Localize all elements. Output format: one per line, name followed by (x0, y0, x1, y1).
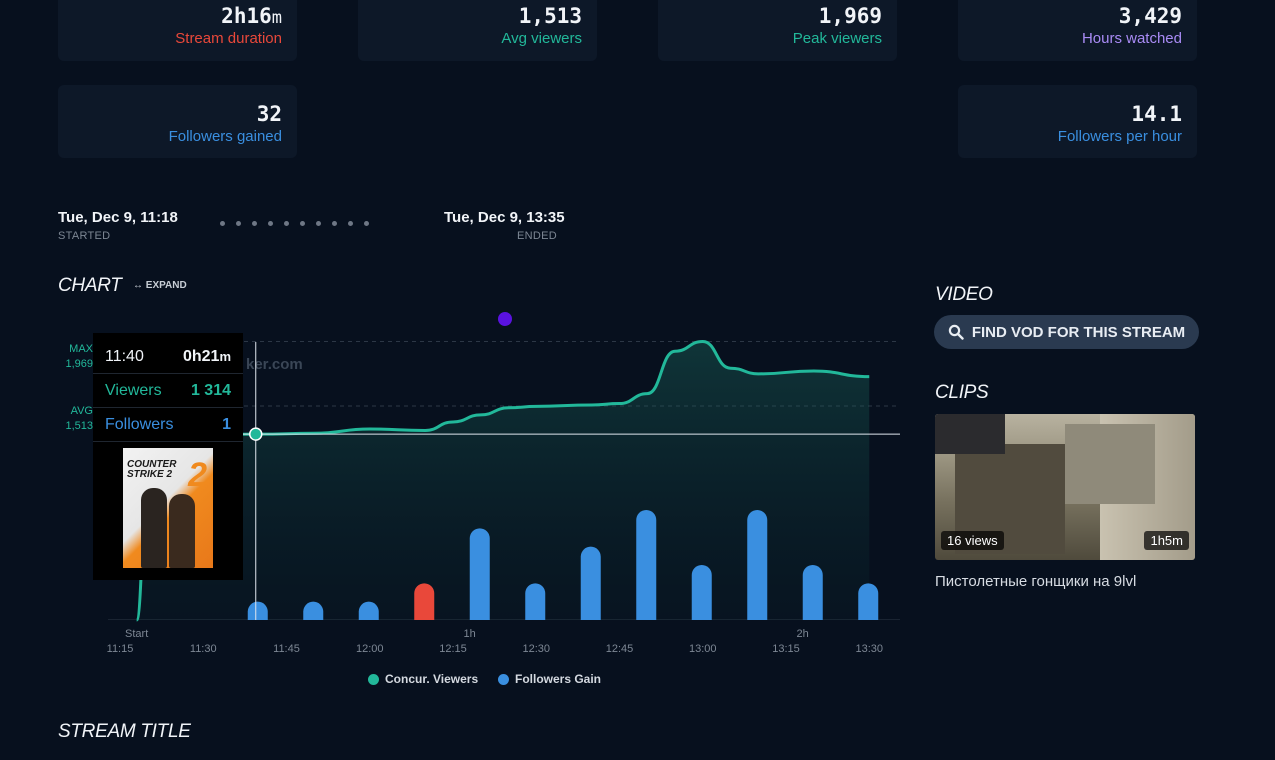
tooltip-followers-label: Followers (105, 416, 174, 433)
avg-label: AVG (71, 405, 93, 417)
tooltip-viewers-value: 1 314 (190, 382, 231, 399)
followers-bar (747, 510, 768, 630)
clip-duration-badge: 1h5m (1144, 531, 1189, 550)
stat-value: 14.1 (1131, 102, 1182, 126)
stat-card-peak-viewers: 1,969 Peak viewers (658, 0, 897, 61)
search-icon (948, 324, 964, 340)
legend-viewers[interactable]: Concur. Viewers (368, 672, 478, 686)
elapsed-tick-label: 2h (797, 628, 809, 640)
stat-label: Peak viewers (792, 30, 882, 47)
expand-button[interactable]: ↔ EXPAND (133, 280, 187, 291)
elapsed-tick-label: 1h (464, 628, 476, 640)
stat-label: Followers per hour (1057, 128, 1182, 145)
stat-card-followers-per-hour: 14.1 Followers per hour (958, 85, 1197, 158)
timeline-dots (220, 221, 369, 226)
x-tick-label: 12:30 (522, 643, 550, 655)
clip-views-badge: 16 views (941, 531, 1004, 550)
stat-label: Followers gained (168, 128, 282, 145)
clips-title: CLIPS (935, 382, 989, 403)
stat-card-avg-viewers: 1,513 Avg viewers (358, 0, 597, 61)
x-tick-label: 12:45 (606, 643, 634, 655)
loading-dot (498, 312, 512, 326)
x-tick-label: 11:30 (190, 643, 217, 655)
stat-card-followers-gained: 32 Followers gained (58, 85, 297, 158)
x-axis: 11:15 11:30 11:45 12:00 12:15 12:30 12:45 13:00… (107, 628, 883, 655)
stat-label: Stream duration (175, 30, 282, 47)
stream-title-heading: STREAM TITLE (58, 721, 191, 742)
tooltip-viewers-label: Viewers (105, 382, 162, 399)
max-value: 1,969 (65, 358, 93, 370)
x-tick-label: 12:00 (356, 643, 384, 655)
tooltip-elapsed: 0h21m (182, 348, 231, 365)
cursor-point (249, 427, 263, 441)
stat-value: 1,969 (818, 4, 882, 28)
game-title: COUNTER STRIKE 2 (127, 459, 177, 480)
tooltip-followers-value: 1 (222, 416, 231, 433)
stat-value: 3,429 (1118, 4, 1182, 28)
webcam-overlay (935, 414, 1005, 454)
legend-followers-swatch (498, 673, 509, 685)
stat-value: 2h16m (221, 4, 282, 28)
tooltip-time: 11:40 (105, 348, 144, 365)
followers-bar (580, 546, 601, 630)
find-vod-button[interactable]: FIND VOD FOR THIS STREAM (934, 315, 1199, 349)
y-axis-labels: MAX 1,969 AVG 1,513 (65, 343, 93, 432)
ended-time: Tue, Dec 9, 13:35 (444, 209, 565, 226)
followers-bar (858, 583, 879, 630)
followers-bar (469, 528, 490, 630)
stat-value: 1,513 (518, 4, 582, 28)
viewers-area (136, 341, 870, 620)
followers-bar (802, 565, 823, 630)
followers-bar (414, 583, 435, 630)
followers-bars (100, 510, 920, 632)
viewers-area-fill (136, 341, 870, 620)
stat-card-stream-duration: 2h16m Stream duration (58, 0, 297, 61)
legend-followers[interactable]: Followers Gain (498, 672, 601, 686)
video-title: VIDEO (935, 284, 993, 305)
stat-label: Hours watched (1081, 30, 1182, 47)
started-time: Tue, Dec 9, 11:18 (58, 209, 178, 226)
clip-title-link[interactable]: Пистолетные гонщики на 9lvl (935, 573, 1137, 590)
stat-label: Avg viewers (501, 30, 582, 47)
x-tick-label: 13:15 (772, 643, 800, 655)
ended-label: ENDED (517, 230, 558, 242)
followers-bar (636, 510, 657, 630)
x-tick-label: 13:30 (855, 643, 883, 655)
legend-followers-label: Followers Gain (515, 672, 602, 686)
chart-title: CHART (58, 275, 122, 296)
x-tick-label: 11:45 (273, 643, 300, 655)
expand-arrows-icon: ↔ (133, 280, 143, 291)
stat-value: 32 (256, 102, 282, 126)
avg-value: 1,513 (65, 420, 93, 432)
started-label: STARTED (58, 230, 111, 242)
stat-card-hours-watched: 3,429 Hours watched (958, 0, 1197, 61)
followers-bar (691, 565, 712, 630)
x-tick-label: 13:00 (689, 643, 717, 655)
elapsed-tick-label: Start (125, 628, 148, 640)
max-label: MAX (69, 343, 94, 355)
bar-mask (100, 620, 920, 632)
x-tick-label: 11:15 (107, 643, 134, 655)
game-cover-image: COUNTER STRIKE 2 2 (123, 448, 213, 568)
clip-thumbnail[interactable]: 16 views 1h5m (935, 414, 1195, 560)
legend-viewers-label: Concur. Viewers (385, 672, 479, 686)
chart-watermark: ker.com (246, 356, 303, 373)
legend-viewers-swatch (368, 673, 379, 685)
chart-tooltip: 11:40 0h21m Viewers 1 314 Followers 1 CO… (93, 333, 243, 580)
x-tick-label: 12:15 (439, 643, 467, 655)
find-vod-label: FIND VOD FOR THIS STREAM (971, 323, 1186, 341)
followers-bar (525, 583, 546, 630)
